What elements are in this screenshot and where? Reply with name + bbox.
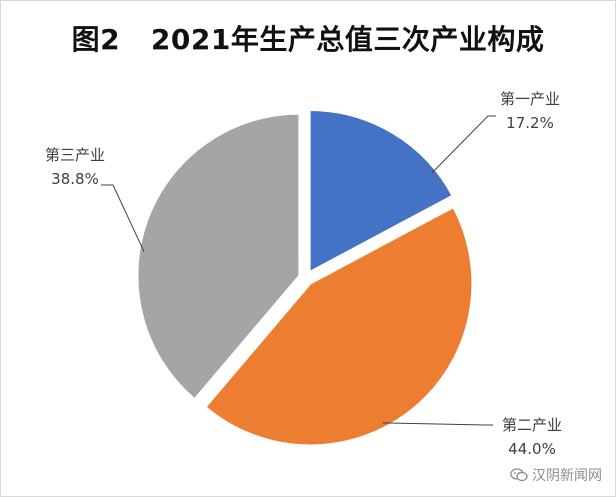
wechat-icon: [510, 468, 528, 482]
watermark-text: 汉阴新闻网: [532, 468, 602, 484]
pie-slice-2: [204, 205, 474, 447]
slice-category-label: 第二产业: [502, 416, 562, 434]
slice-category-label: 第一产业: [500, 90, 560, 108]
watermark: 汉阴新闻网: [510, 465, 602, 485]
slice-value-label: 38.8%: [51, 170, 99, 188]
leader-lines: [101, 115, 496, 426]
leader-line-3: [101, 184, 145, 253]
data-labels: 第一产业 17.2% 第二产业 44.0% 第三产业 38.8%: [45, 90, 562, 458]
pie-slice-3: [136, 112, 301, 401]
slice-category-label: 第三产业: [45, 146, 105, 164]
leader-line-2: [382, 422, 493, 426]
pie-slices: [136, 108, 474, 447]
leader-line-1: [431, 115, 496, 174]
slice-value-label: 17.2%: [506, 114, 554, 132]
chart-title: 图2 2021年生产总值三次产业构成: [71, 23, 545, 56]
pie-slice-1: [308, 108, 454, 274]
slice-value-label: 44.0%: [508, 440, 556, 458]
